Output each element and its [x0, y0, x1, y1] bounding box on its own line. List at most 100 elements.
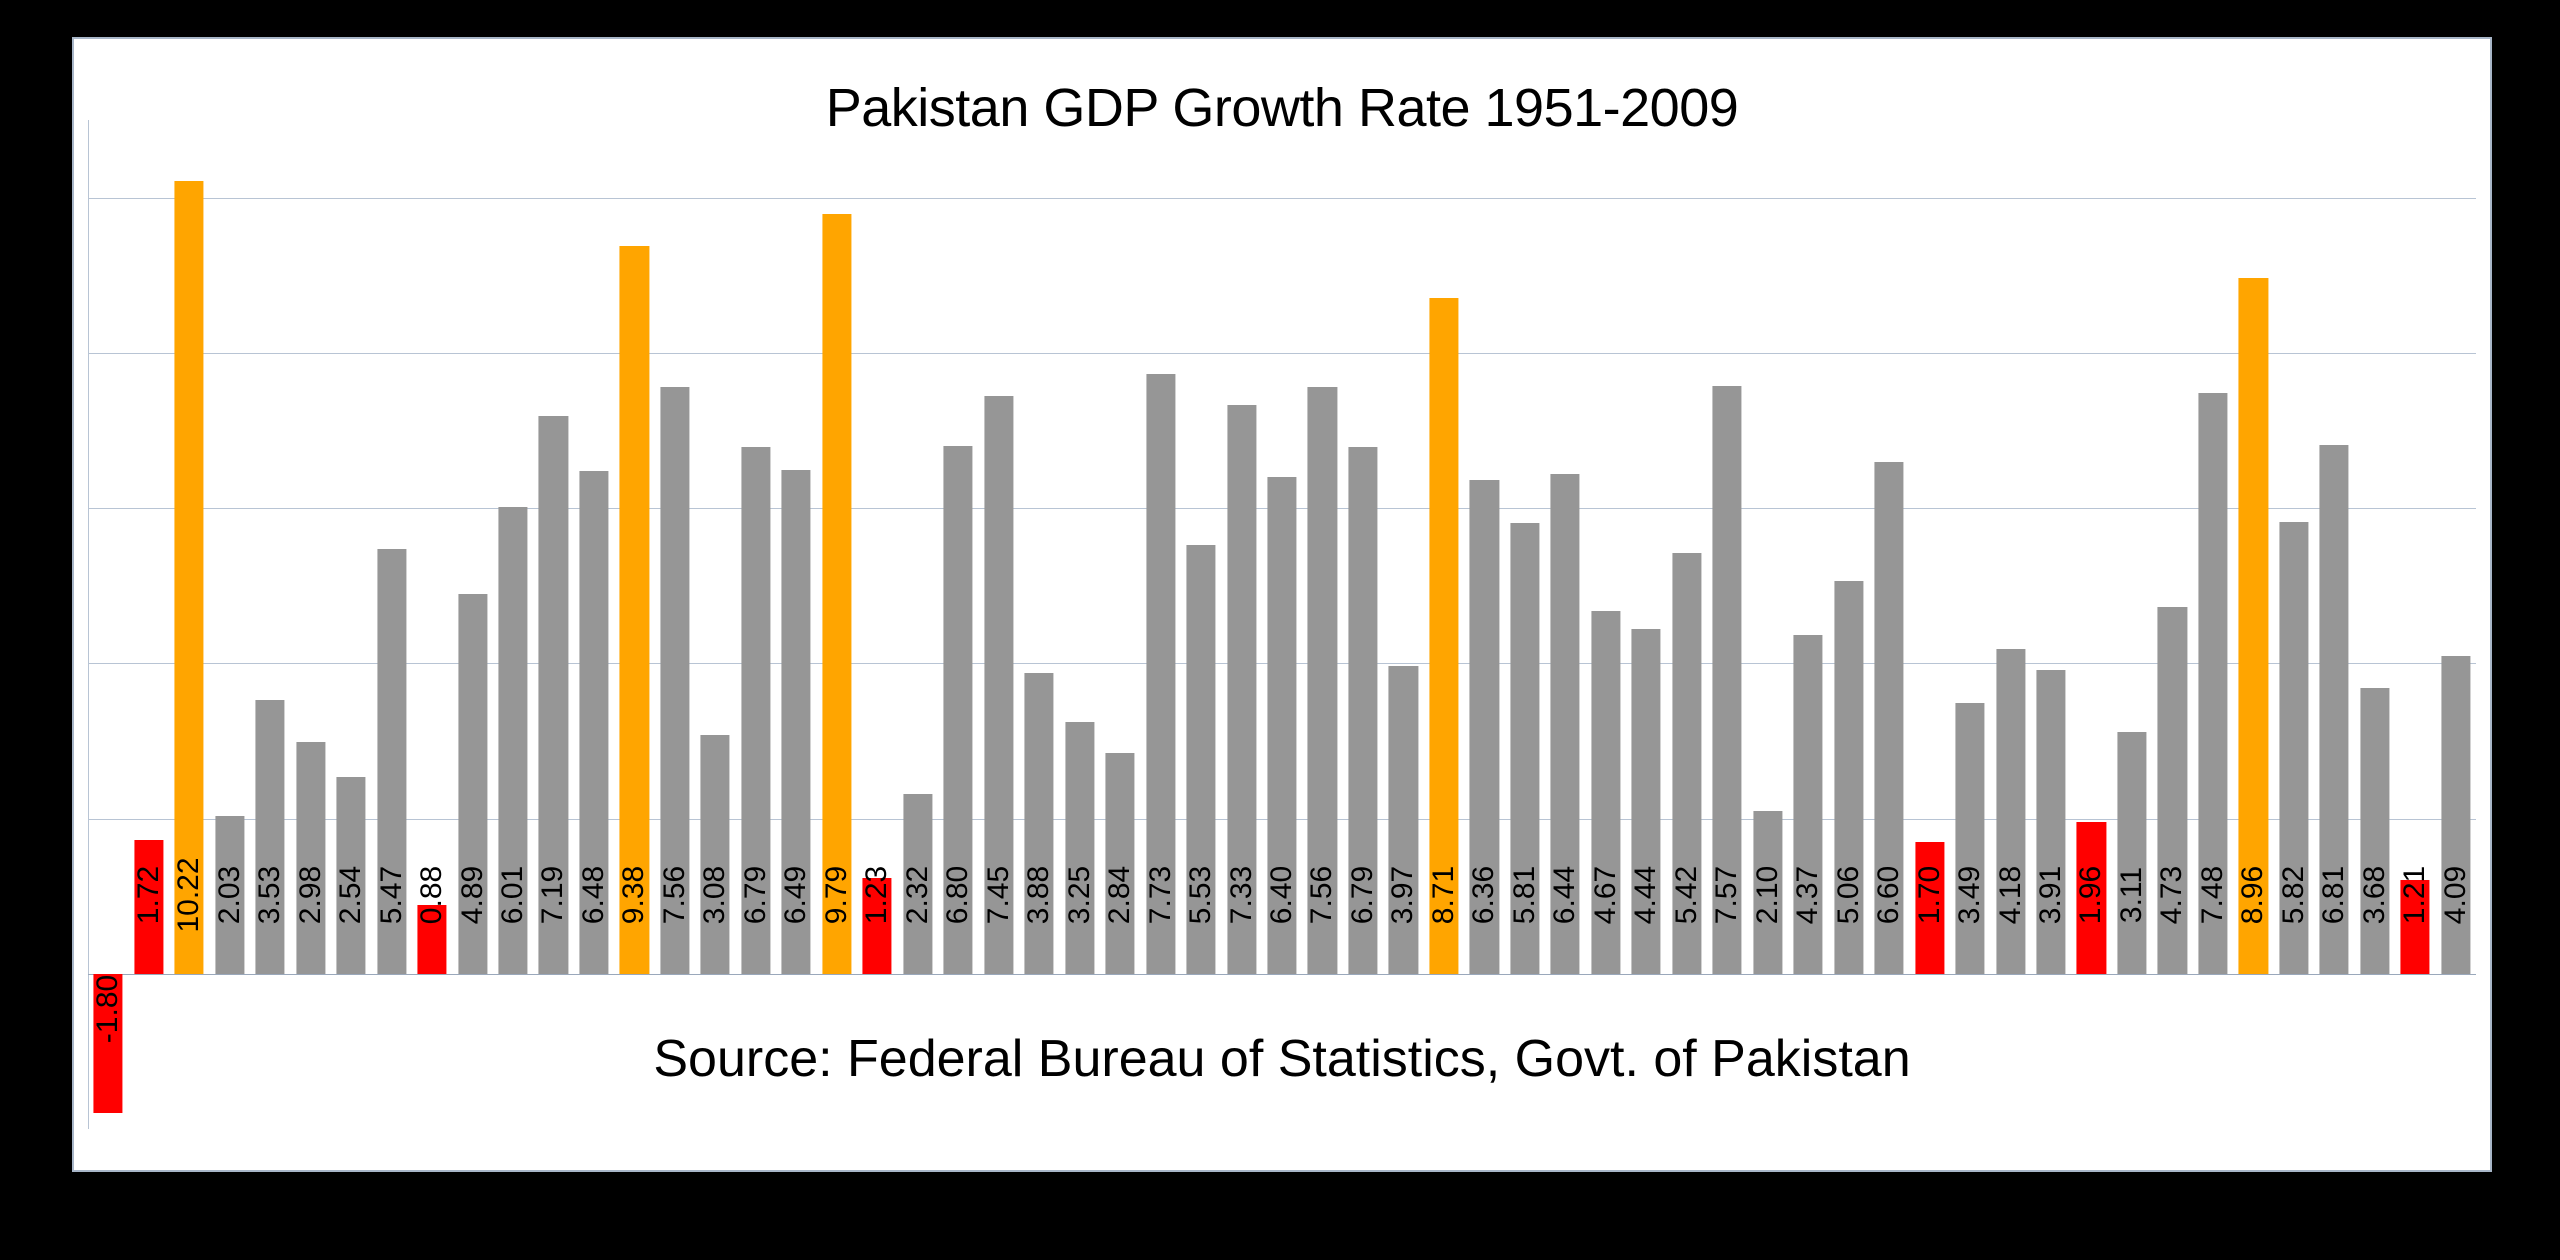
bar[interactable] [538, 415, 569, 974]
bar[interactable] [2238, 278, 2268, 974]
bar[interactable] [1793, 634, 1823, 974]
bar[interactable] [2198, 393, 2228, 974]
bar[interactable] [2076, 821, 2107, 974]
bar-slot: 4.37 [1788, 120, 1828, 1129]
bar-slot: 2.32 [897, 120, 937, 1129]
bar[interactable] [1510, 522, 1540, 974]
bar[interactable] [457, 594, 488, 974]
bar[interactable] [1469, 480, 1499, 974]
chart-title: Pakistan GDP Growth Rate 1951-2009 [825, 78, 1739, 138]
bar[interactable] [93, 973, 123, 1114]
bar[interactable] [376, 549, 407, 974]
bar-slot: 6.01 [493, 120, 533, 1129]
bar-slot: 6.80 [938, 120, 978, 1129]
bar-slot: 0.88 [412, 120, 452, 1129]
bar[interactable] [1995, 649, 2026, 974]
bar-slot: 6.48 [574, 120, 614, 1129]
bar[interactable] [1712, 386, 1742, 974]
bar[interactable] [1065, 721, 1095, 974]
bar[interactable] [2360, 688, 2390, 974]
bar[interactable] [579, 470, 609, 974]
bar[interactable] [2279, 522, 2309, 974]
bar[interactable] [2157, 606, 2188, 974]
bar-slot: 9.79 [817, 120, 857, 1129]
bar-slot: 5.81 [1505, 120, 1545, 1129]
bar-slot: 1.96 [2071, 120, 2111, 1129]
bar[interactable] [1145, 373, 1176, 974]
bar[interactable] [1105, 753, 1135, 974]
bar[interactable] [1307, 386, 1338, 974]
bar-slot: 3.11 [2112, 120, 2152, 1129]
bar[interactable] [336, 776, 366, 974]
bar[interactable] [1388, 665, 1418, 974]
bar[interactable] [1915, 841, 1945, 974]
bar[interactable] [2117, 732, 2147, 974]
bar-slot: 7.57 [1707, 120, 1747, 1129]
bar-slot: 3.88 [1019, 120, 1059, 1129]
bar[interactable] [174, 180, 204, 974]
bar[interactable] [2400, 879, 2430, 974]
bar-slot: 1.21 [2395, 120, 2435, 1129]
bar[interactable] [1672, 553, 1702, 974]
bar[interactable] [822, 213, 852, 974]
bar-slot: 7.56 [1302, 120, 1342, 1129]
bar[interactable] [1874, 461, 1904, 974]
bar[interactable] [134, 840, 164, 974]
bar-slot: 7.73 [1140, 120, 1180, 1129]
gridline [88, 352, 2476, 354]
bar-slot: 6.49 [776, 120, 816, 1129]
bar-slot: 6.79 [1343, 120, 1383, 1129]
bar[interactable] [1955, 702, 1985, 974]
bar[interactable] [1024, 672, 1054, 974]
bar-slot: 1.23 [857, 120, 897, 1129]
bar-slot: 4.67 [1586, 120, 1626, 1129]
bar[interactable] [781, 470, 811, 974]
bar-slot: 3.49 [1950, 120, 1990, 1129]
bar-slot: 5.42 [1667, 120, 1707, 1129]
bar-slot: 3.68 [2355, 120, 2395, 1129]
bar[interactable] [741, 446, 771, 974]
bar[interactable] [1429, 297, 1459, 974]
bar[interactable] [700, 734, 730, 974]
plot-area: -1.80 1.72 10.22 2.03 3.53 2.98 2.54 5.47 0.88 4.… [88, 120, 2476, 1129]
bar-slot: 4.44 [1626, 120, 1666, 1129]
bar[interactable] [1753, 810, 1783, 974]
bar[interactable] [1591, 611, 1621, 974]
bar-slot: 4.18 [1990, 120, 2030, 1129]
gridline [88, 197, 2476, 199]
bar[interactable] [1631, 629, 1661, 974]
bar[interactable] [903, 793, 933, 974]
bar-slot: 2.84 [1100, 120, 1140, 1129]
bars-layer: -1.80 1.72 10.22 2.03 3.53 2.98 2.54 5.47 0.88 4.… [88, 120, 2476, 1129]
bar-slot: 1.72 [128, 120, 168, 1129]
bar[interactable] [2319, 445, 2349, 974]
bar-slot: 8.96 [2233, 120, 2273, 1129]
bar[interactable] [2441, 656, 2471, 974]
zero-axis-line [88, 973, 2476, 975]
bar[interactable] [660, 386, 690, 974]
bar[interactable] [417, 905, 447, 974]
bar[interactable] [943, 445, 973, 974]
bar[interactable] [1226, 404, 1257, 974]
bar[interactable] [255, 699, 285, 974]
bar[interactable] [619, 245, 649, 974]
source-caption: Source: Federal Bureau of Statistics, Go… [653, 1030, 1911, 1088]
bar-slot: 7.56 [655, 120, 695, 1129]
bar[interactable] [498, 507, 528, 974]
bar-slot: 2.54 [331, 120, 371, 1129]
bar[interactable] [1186, 544, 1216, 974]
bar[interactable] [1348, 446, 1378, 974]
bar[interactable] [1550, 473, 1580, 974]
bar-slot: 5.53 [1181, 120, 1221, 1129]
bar[interactable] [984, 395, 1014, 974]
bar[interactable] [296, 742, 326, 974]
bar[interactable] [1834, 581, 1864, 974]
bar[interactable] [2036, 670, 2066, 974]
bar[interactable] [862, 878, 892, 974]
bar-slot: 1.70 [1909, 120, 1949, 1129]
bar-slot: 6.79 [736, 120, 776, 1129]
bar[interactable] [1267, 477, 1297, 974]
bar-slot: 3.53 [250, 120, 290, 1129]
bar[interactable] [215, 816, 245, 974]
bar-slot: 6.60 [1869, 120, 1909, 1129]
